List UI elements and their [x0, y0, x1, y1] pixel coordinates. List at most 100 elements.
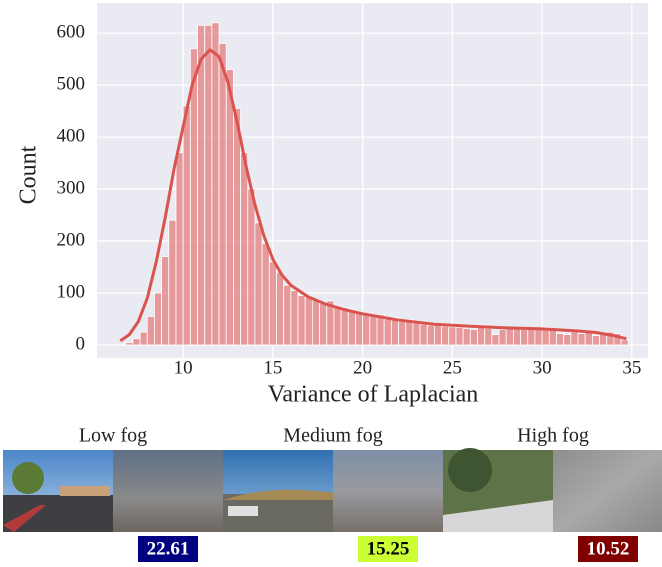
y-tick-label: 100 — [57, 281, 86, 302]
bar — [398, 321, 407, 346]
panels: Low fog 22.61 Medium fog 15.25 High fog 10.52 — [79, 425, 638, 562]
bar — [139, 331, 148, 346]
x-axis-label: Variance of Laplacian — [268, 382, 479, 408]
x-tick-label: 10 — [174, 357, 193, 378]
bar — [304, 296, 313, 346]
bar — [204, 24, 213, 346]
bar — [448, 326, 457, 346]
bar — [125, 342, 134, 346]
bar — [620, 339, 629, 346]
y-tick-label: 300 — [57, 177, 86, 198]
image — [3, 505, 46, 532]
panel-title: High fog — [517, 425, 589, 447]
bar — [520, 329, 529, 346]
bar — [340, 307, 349, 346]
bar — [455, 326, 464, 346]
image — [333, 450, 443, 532]
bar — [462, 327, 471, 346]
image — [448, 448, 492, 492]
bar — [311, 298, 320, 346]
bar — [211, 22, 220, 346]
bar — [290, 290, 299, 346]
bar — [434, 323, 442, 346]
bar — [577, 333, 586, 346]
bar — [548, 329, 557, 346]
x-tick-label: 15 — [263, 357, 282, 378]
bar — [570, 331, 579, 346]
bar — [369, 316, 378, 346]
image — [60, 486, 110, 496]
y-tick-label: 0 — [76, 333, 86, 354]
bar — [182, 105, 191, 346]
bar — [347, 309, 356, 346]
bar — [469, 329, 478, 346]
bar — [613, 333, 622, 346]
y-tick-label: 200 — [57, 229, 86, 250]
bar — [261, 243, 270, 346]
bar — [276, 271, 285, 346]
bar — [132, 338, 141, 346]
bar — [556, 333, 565, 346]
bar — [297, 295, 306, 346]
y-axis-label: Count — [16, 145, 42, 204]
bar — [441, 325, 450, 346]
bar — [240, 152, 249, 346]
bar — [426, 324, 435, 346]
bar — [491, 334, 500, 346]
bar — [225, 69, 234, 346]
bar — [390, 317, 399, 346]
bar — [283, 284, 292, 346]
bar — [355, 310, 364, 346]
score-box — [138, 536, 198, 562]
image — [12, 462, 44, 494]
bar — [563, 334, 572, 346]
x-tick-label: 30 — [533, 357, 552, 378]
score-label: 22.61 — [147, 538, 190, 559]
image — [3, 495, 113, 532]
score-label: 10.52 — [587, 538, 630, 559]
panel-title: Medium fog — [283, 425, 382, 447]
image — [443, 500, 553, 532]
bar — [268, 261, 277, 346]
image — [228, 506, 258, 516]
image — [223, 489, 335, 500]
bar — [168, 219, 177, 346]
bar — [254, 222, 263, 346]
x-tick-label: 25 — [443, 357, 462, 378]
panel-title: Low fog — [79, 425, 147, 447]
image — [553, 450, 662, 532]
bar — [498, 329, 507, 346]
bar — [376, 314, 385, 346]
score-label: 15.25 — [367, 538, 410, 559]
bar — [591, 335, 600, 346]
score-box — [578, 536, 638, 562]
y-tick-label: 400 — [57, 125, 86, 146]
bar — [175, 152, 184, 346]
bar — [534, 329, 543, 346]
image — [113, 450, 223, 532]
y-tick-label: 600 — [57, 22, 86, 43]
bar — [383, 318, 392, 346]
bar — [405, 319, 414, 346]
x-tick-label: 20 — [353, 357, 372, 378]
bar — [527, 327, 536, 346]
bar — [197, 24, 206, 346]
plot — [97, 3, 648, 358]
bar — [319, 303, 328, 346]
bar — [584, 331, 593, 346]
image-strip — [3, 448, 662, 532]
bar — [247, 188, 256, 346]
bar — [599, 334, 608, 346]
x-tick-label: 35 — [622, 357, 641, 378]
bar — [362, 313, 371, 346]
bar — [333, 305, 342, 346]
score-box — [358, 536, 418, 562]
bar — [412, 322, 421, 346]
bar — [505, 327, 514, 346]
y-tick-label: 500 — [57, 73, 86, 94]
bar — [512, 327, 521, 346]
bar — [161, 256, 170, 346]
bar — [146, 316, 155, 346]
